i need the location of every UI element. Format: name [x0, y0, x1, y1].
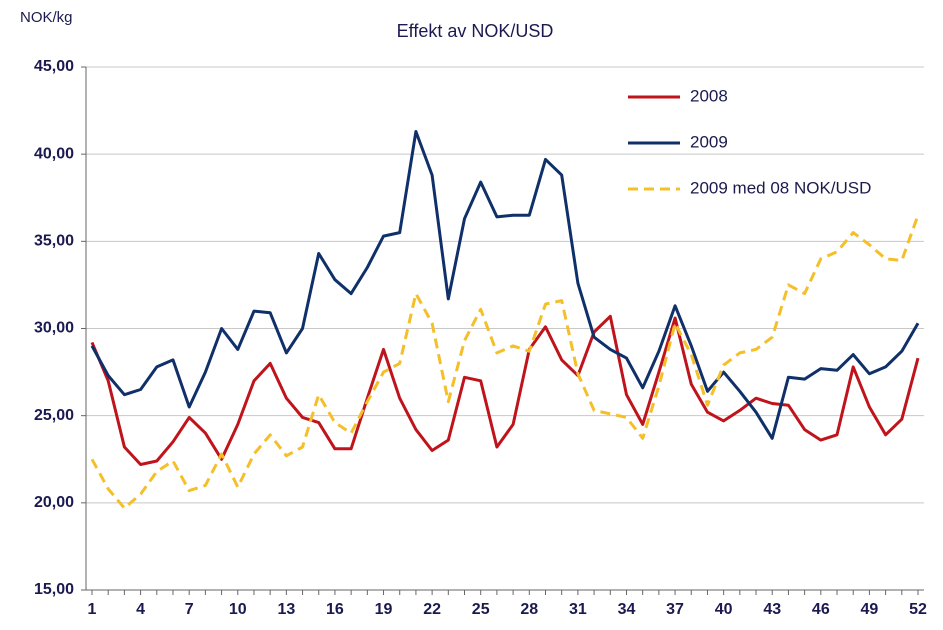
x-tick-label: 10 — [229, 601, 247, 618]
x-tick-label: 49 — [861, 601, 879, 618]
x-tick-label: 16 — [326, 601, 344, 618]
y-tick-label: 40,00 — [34, 145, 74, 162]
chart-title: Effekt av NOK/USD — [397, 21, 554, 41]
x-tick-label: 52 — [909, 601, 927, 618]
y-tick-label: 15,00 — [34, 581, 74, 598]
x-tick-label: 7 — [185, 601, 194, 618]
x-tick-label: 31 — [569, 601, 587, 618]
x-tick-label: 46 — [812, 601, 830, 618]
series-line — [90, 214, 920, 510]
x-tick-label: 25 — [472, 601, 490, 618]
x-tick-label: 4 — [136, 601, 145, 618]
y-axis-label: NOK/kg — [20, 9, 73, 26]
legend-label: 2009 — [690, 132, 728, 151]
y-tick-label: 35,00 — [34, 233, 74, 250]
x-tick-label: 19 — [375, 601, 393, 618]
y-tick-label: 45,00 — [34, 58, 74, 75]
x-tick-label: 43 — [763, 601, 781, 618]
x-tick-label: 40 — [715, 601, 733, 618]
y-tick-label: 20,00 — [34, 494, 74, 511]
x-tick-label: 37 — [666, 601, 684, 618]
series-line — [90, 130, 920, 440]
x-tick-label: 34 — [618, 601, 636, 618]
y-tick-label: 30,00 — [34, 320, 74, 337]
x-tick-label: 28 — [520, 601, 538, 618]
series-line — [90, 314, 920, 466]
x-tick-label: 13 — [277, 601, 295, 618]
y-tick-label: 25,00 — [34, 407, 74, 424]
x-tick-label: 1 — [88, 601, 97, 618]
x-tick-label: 22 — [423, 601, 441, 618]
legend-label: 2008 — [690, 86, 728, 105]
legend-label: 2009 med 08 NOK/USD — [690, 178, 871, 197]
